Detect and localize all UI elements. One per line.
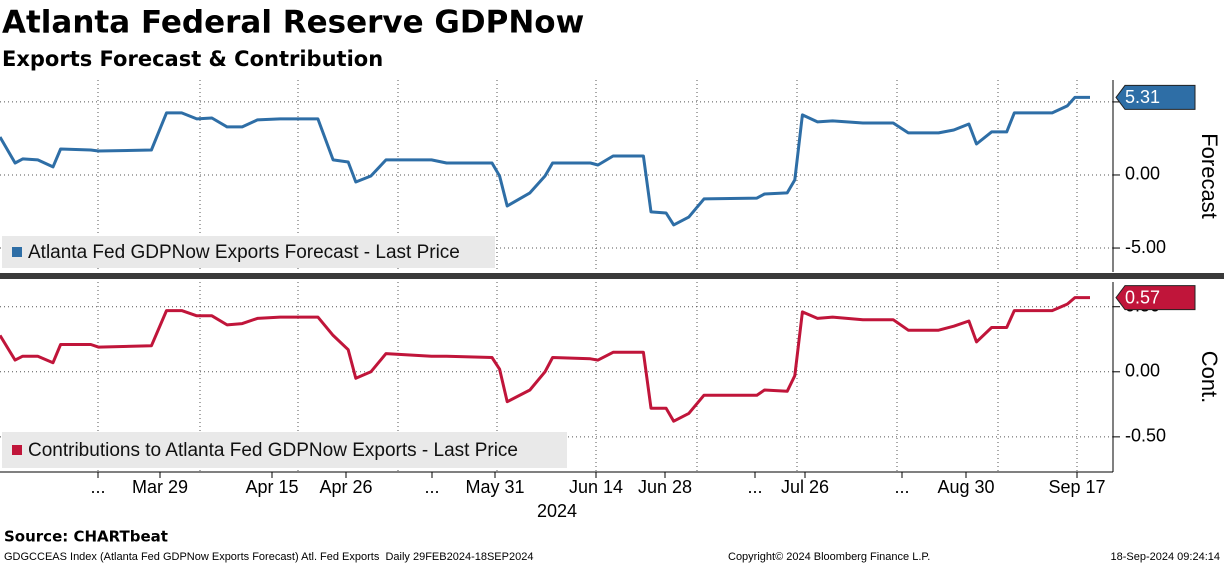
legend-label: Contributions to Atlanta Fed GDPNow Expo…: [28, 440, 518, 461]
footer-left: GDGCCEAS Index (Atlanta Fed GDPNow Expor…: [4, 551, 533, 563]
x-tick-label: Jul 26: [781, 477, 829, 497]
footer-right: 18-Sep-2024 09:24:14: [1111, 551, 1220, 563]
x-tick-label: Mar 29: [132, 477, 188, 497]
x-tick-label: Sep 17: [1048, 477, 1105, 497]
data-line: [0, 296, 1090, 423]
last-value-label: 5.31: [1125, 87, 1160, 107]
x-tick-label: ...: [424, 477, 439, 497]
legend-swatch: [12, 445, 22, 455]
panel-separator: [0, 273, 1224, 279]
last-value-tag: [1115, 285, 1196, 311]
y-tick-label: 0.00: [1125, 164, 1160, 184]
chart-title: Atlanta Federal Reserve GDPNow: [2, 5, 584, 41]
y-tick-label: -5.00: [1125, 237, 1166, 257]
y-tick-label: -0.50: [1125, 426, 1166, 446]
legend-label: Atlanta Fed GDPNow Exports Forecast - La…: [28, 242, 460, 263]
x-tick-label: Jun 28: [638, 477, 692, 497]
x-tick-label: Jun 14: [569, 477, 623, 497]
x-tick-label: ...: [90, 477, 105, 497]
x-tick-label: May 31: [465, 477, 524, 497]
x-tick-label: Aug 30: [937, 477, 994, 497]
legend-box: [2, 236, 495, 268]
data-line: [0, 95, 1090, 227]
last-value-tag: [1115, 84, 1196, 110]
x-tick-label: Apr 26: [319, 477, 372, 497]
chart-subtitle: Exports Forecast & Contribution: [2, 47, 383, 71]
legend-box: [2, 432, 567, 468]
legend-swatch: [12, 247, 22, 257]
x-tick-label: Apr 15: [245, 477, 298, 497]
source: Source: CHARTbeat: [4, 528, 168, 546]
y-tick-label: 0.00: [1125, 361, 1160, 381]
y-axis-title: Cont.: [1197, 351, 1222, 404]
last-value-label: 0.57: [1125, 287, 1160, 307]
x-axis-year: 2024: [537, 501, 577, 521]
x-tick-label: ...: [894, 477, 909, 497]
footer-center: Copyright© 2024 Bloomberg Finance L.P.: [728, 551, 930, 563]
x-tick-label: ...: [747, 477, 762, 497]
y-axis-title: Forecast: [1197, 133, 1222, 219]
